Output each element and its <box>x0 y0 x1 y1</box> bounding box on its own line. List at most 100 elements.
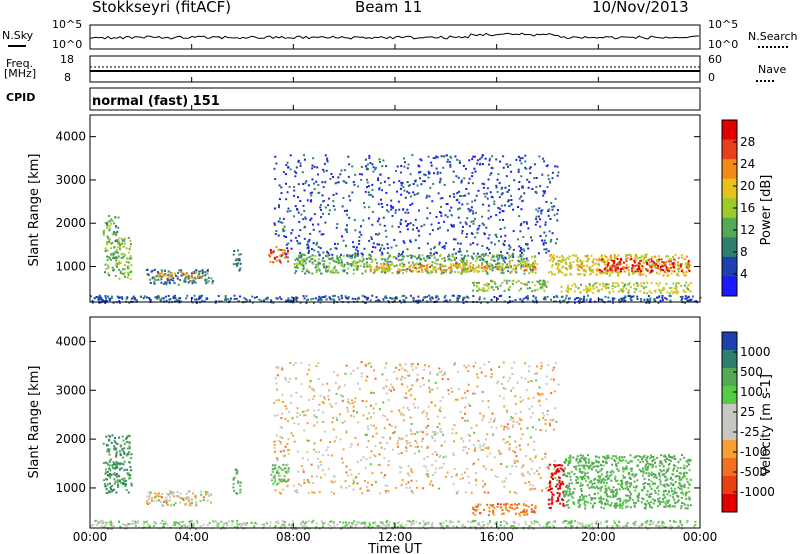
heatmap-cell <box>364 269 367 272</box>
heatmap-cell <box>366 186 368 189</box>
heatmap-cell <box>188 504 191 507</box>
heatmap-cell <box>511 424 514 427</box>
heatmap-cell <box>435 167 438 170</box>
heatmap-cell <box>462 440 465 443</box>
heatmap-cell <box>581 454 584 457</box>
heatmap-cell <box>276 468 279 471</box>
heatmap-cell <box>228 299 231 302</box>
heatmap-cell <box>123 480 126 483</box>
heatmap-cell <box>110 254 113 257</box>
heatmap-cell <box>275 259 278 262</box>
heatmap-cell <box>299 301 302 304</box>
heatmap-cell <box>505 175 508 178</box>
heatmap-cell <box>545 285 548 288</box>
heatmap-cell <box>686 286 689 289</box>
heatmap-cell <box>514 440 517 443</box>
heatmap-cell <box>645 286 648 289</box>
heatmap-cell <box>287 467 290 470</box>
heatmap-cell <box>523 249 526 252</box>
heatmap-cell <box>282 171 285 174</box>
heatmap-cell <box>299 164 302 167</box>
heatmap-cell <box>117 484 120 487</box>
heatmap-cell <box>295 296 298 299</box>
heatmap-cell <box>327 252 330 255</box>
heatmap-cell <box>345 471 348 474</box>
heatmap-cell <box>613 255 616 258</box>
heatmap-cell <box>304 216 307 219</box>
heatmap-cell <box>404 377 406 380</box>
heatmap-cell <box>470 491 473 494</box>
heatmap-cell <box>325 298 328 301</box>
heatmap-cell <box>384 366 387 369</box>
heatmap-cell <box>386 209 388 212</box>
heatmap-cell <box>683 471 686 474</box>
heatmap-cell <box>424 296 427 299</box>
heatmap-cell <box>416 227 418 230</box>
heatmap-cell <box>499 267 502 269</box>
heatmap-cell <box>388 269 391 272</box>
heatmap-cell <box>369 456 372 459</box>
heatmap-cell <box>399 171 402 174</box>
heatmap-cell <box>570 266 573 269</box>
heatmap-cell <box>466 295 469 298</box>
heatmap-cell <box>300 383 303 385</box>
heatmap-cell <box>382 476 385 479</box>
heatmap-cell <box>472 512 475 515</box>
noise-trace <box>89 32 699 40</box>
heatmap-cell <box>389 296 392 299</box>
heatmap-cell <box>258 298 261 301</box>
heatmap-cell <box>455 264 457 267</box>
heatmap-cell <box>612 301 614 304</box>
heatmap-cell <box>326 254 329 257</box>
heatmap-cell <box>485 270 488 272</box>
heatmap-cell <box>604 484 607 487</box>
heatmap-cell <box>435 251 438 254</box>
heatmap-cell <box>129 239 132 242</box>
heatmap-cell <box>616 467 619 470</box>
heatmap-cell <box>426 194 429 197</box>
heatmap-cell <box>459 207 461 210</box>
heatmap-cell <box>642 472 645 475</box>
heatmap-cell <box>520 246 522 249</box>
heatmap-cell <box>408 267 411 270</box>
heatmap-cell <box>320 233 323 236</box>
heatmap-cell <box>416 431 419 434</box>
heatmap-cell <box>378 188 381 191</box>
heatmap-cell <box>184 504 186 507</box>
heatmap-cell <box>282 463 285 466</box>
heatmap-cell <box>466 250 469 253</box>
heatmap-cell <box>588 269 591 272</box>
heatmap-cell <box>104 222 107 224</box>
heatmap-cell <box>386 265 389 268</box>
heatmap-cell <box>514 451 517 454</box>
heatmap-cell <box>551 205 554 208</box>
heatmap-cell <box>279 467 282 470</box>
heatmap-cell <box>348 195 351 198</box>
heatmap-cell <box>558 487 561 490</box>
heatmap-cell <box>482 203 485 206</box>
heatmap-cell <box>401 265 404 268</box>
heatmap-cell <box>273 222 276 225</box>
heatmap-cell <box>507 200 510 203</box>
heatmap-cell <box>119 244 122 247</box>
heatmap-cell <box>343 210 346 212</box>
heatmap-cell <box>464 194 467 197</box>
heatmap-cell <box>160 281 163 284</box>
heatmap-cell <box>547 271 550 274</box>
heatmap-cell <box>430 164 433 167</box>
heatmap-cell <box>389 436 392 439</box>
heatmap-cell <box>288 299 291 302</box>
heatmap-cell <box>630 255 633 258</box>
heatmap-cell <box>146 495 149 498</box>
heatmap-cell <box>460 181 463 184</box>
heatmap-cell <box>531 264 534 267</box>
heatmap-cell <box>617 271 620 274</box>
heatmap-cell <box>544 487 547 490</box>
heatmap-cell <box>557 496 560 499</box>
heatmap-cell <box>418 165 421 168</box>
heatmap-cell <box>357 472 360 475</box>
heatmap-cell <box>612 271 614 274</box>
heatmap-cell <box>393 239 396 241</box>
heatmap-cell <box>530 236 532 239</box>
heatmap-cell <box>358 239 361 242</box>
